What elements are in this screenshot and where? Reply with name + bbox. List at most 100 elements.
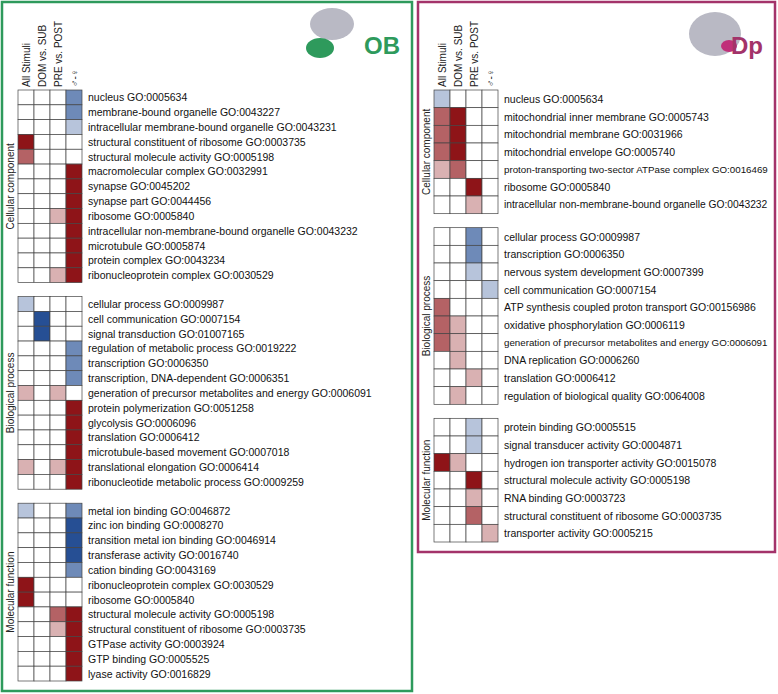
cell [466,245,482,263]
row-label: mitochondrial envelope GO:0005740 [504,146,675,158]
empty-cell [450,196,466,214]
empty-cell [18,164,34,179]
row-label: protein polymerization GO:0051258 [88,402,254,414]
empty-cell [434,471,450,489]
cell [66,356,82,371]
empty-cell [434,245,450,263]
empty-cell [18,326,34,341]
row-label: translational elongation GO:0006414 [88,461,259,473]
cell [466,436,482,454]
cell [450,125,466,143]
empty-cell [34,666,50,681]
row-label: signal transducer activity GO:0004871 [504,439,682,451]
empty-cell [34,223,50,238]
empty-cell [34,400,50,415]
row-label: synapse GO:0045202 [88,180,190,192]
cell [18,386,34,401]
row-label: translation GO:0006412 [504,372,616,384]
row-label: intracellular membrane-bound organelle G… [88,121,337,133]
cell [18,297,34,312]
row-label: microtubule GO:0005874 [88,240,205,252]
empty-cell [50,341,66,356]
empty-cell [466,454,482,472]
empty-cell [434,387,450,405]
cell [434,125,450,143]
empty-cell [466,161,482,179]
empty-cell [50,562,66,577]
empty-cell [50,164,66,179]
empty-cell [18,120,34,135]
cell [66,105,82,120]
empty-cell [482,263,498,281]
empty-cell [450,524,466,542]
cell [466,178,482,196]
cell [66,179,82,194]
empty-cell [18,223,34,238]
cell [66,607,82,622]
empty-cell [34,164,50,179]
cell [434,334,450,352]
empty-cell [450,507,466,525]
empty-cell [482,161,498,179]
empty-cell [34,134,50,149]
empty-cell [482,471,498,489]
row-label: membrane-bound organelle GO:0043227 [88,106,280,118]
cell [450,454,466,472]
empty-cell [34,460,50,475]
panel-frame [418,2,775,552]
cell [482,524,498,542]
empty-cell [450,369,466,387]
empty-cell [450,436,466,454]
row-label: cell communication GO:0007154 [504,284,656,296]
empty-cell [50,503,66,518]
row-label: lyase activity GO:0016829 [88,668,211,680]
empty-cell [50,666,66,681]
row-label: transcription GO:0006350 [88,357,208,369]
empty-cell [18,253,34,268]
empty-cell [50,637,66,652]
empty-cell [434,351,450,369]
row-label: macromolecular complex GO:0032991 [88,165,268,177]
empty-cell [66,592,82,607]
empty-cell [50,149,66,164]
empty-cell [482,143,498,161]
cell [466,471,482,489]
empty-cell [34,637,50,652]
empty-cell [482,108,498,126]
column-label: All Stimuli [437,43,448,87]
empty-cell [482,298,498,316]
cell [34,326,50,341]
cell [434,454,450,472]
empty-cell [18,238,34,253]
empty-cell [18,311,34,326]
empty-cell [450,245,466,263]
cell [450,387,466,405]
empty-cell [18,268,34,283]
empty-cell [434,263,450,281]
panel-frame [2,2,412,691]
empty-cell [18,637,34,652]
empty-cell [34,518,50,533]
empty-cell [18,356,34,371]
column-label: ♂-♀ [485,69,496,87]
empty-cell [450,298,466,316]
row-label: translation GO:0006412 [88,431,200,443]
empty-cell [50,651,66,666]
row-label: transferase activity GO:0016740 [88,549,239,561]
cell [450,351,466,369]
cell [450,161,466,179]
row-label: generation of precursor metabolites and … [504,337,767,348]
row-label: GTP binding GO:0005525 [88,653,209,665]
group-label: Biological process [5,353,16,434]
row-label: structural molecule activity GO:0005198 [88,608,274,620]
cell [66,223,82,238]
empty-cell [434,196,450,214]
cells [18,503,82,681]
empty-cell [50,105,66,120]
row-label: microtubule-based movement GO:0007018 [88,446,290,458]
empty-cell [18,430,34,445]
row-label: regulation of metabolic process GO:00192… [88,342,297,354]
row-label: structural molecule activity GO:0005198 [88,151,274,163]
empty-cell [434,369,450,387]
empty-cell [482,196,498,214]
